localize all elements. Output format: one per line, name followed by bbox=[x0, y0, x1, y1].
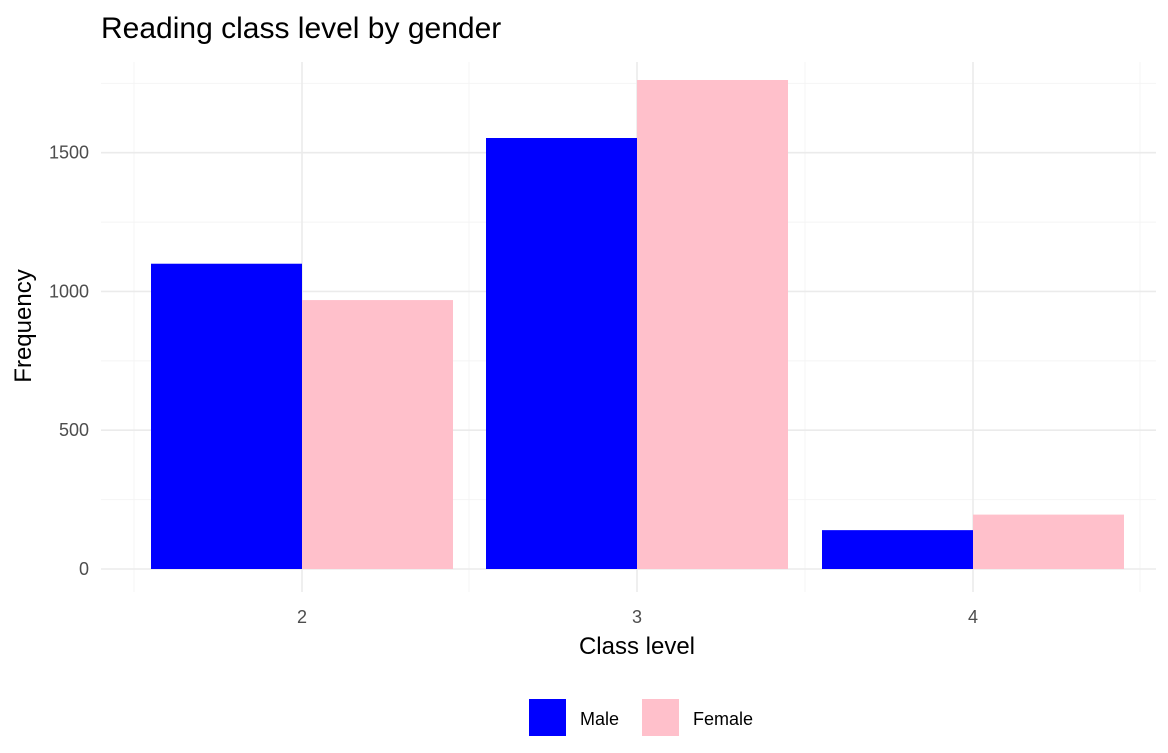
bar-male-class-2 bbox=[151, 263, 302, 569]
bar-female-class-2 bbox=[302, 300, 453, 569]
x-tick-label: 2 bbox=[297, 607, 307, 627]
legend-label-male: Male bbox=[580, 709, 619, 729]
legend: Male Female bbox=[529, 699, 753, 736]
legend-key-female bbox=[642, 699, 679, 736]
x-axis-ticks: 2 3 4 bbox=[297, 607, 978, 627]
chart-title: Reading class level by gender bbox=[101, 12, 501, 45]
bars bbox=[151, 80, 1124, 569]
y-tick-label: 1000 bbox=[49, 281, 89, 301]
bar-male-class-3 bbox=[486, 138, 637, 569]
legend-label-female: Female bbox=[693, 709, 753, 729]
x-axis-title: Class level bbox=[579, 633, 695, 660]
y-axis-title: Frequency bbox=[10, 269, 37, 382]
bar-female-class-3 bbox=[637, 80, 788, 569]
legend-key-male bbox=[529, 699, 566, 736]
bar-female-class-4 bbox=[973, 514, 1124, 569]
y-tick-label: 1500 bbox=[49, 143, 89, 163]
bar-male-class-4 bbox=[822, 530, 973, 569]
y-axis-ticks: 0 500 1000 1500 bbox=[49, 143, 89, 579]
x-tick-label: 4 bbox=[968, 607, 978, 627]
y-tick-label: 0 bbox=[79, 559, 89, 579]
y-tick-label: 500 bbox=[59, 420, 89, 440]
x-tick-label: 3 bbox=[632, 607, 642, 627]
